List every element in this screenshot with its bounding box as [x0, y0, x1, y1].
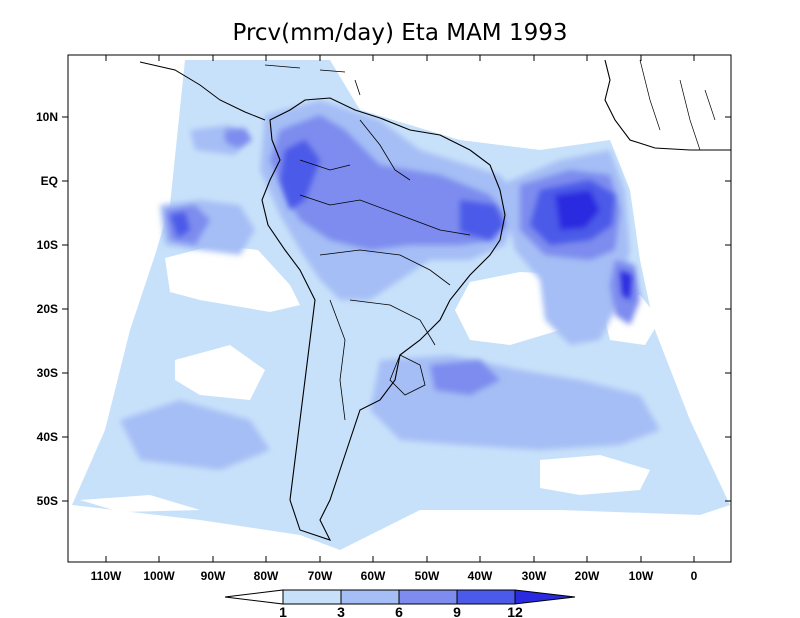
- lat-label: 20S: [37, 302, 58, 316]
- lat-label: 50S: [37, 494, 58, 508]
- lon-label: 90W: [201, 569, 226, 583]
- lat-label: 10N: [36, 110, 58, 124]
- colorbar-segment: [340, 589, 400, 605]
- lon-label: 80W: [254, 569, 279, 583]
- south-america-coastline: [261, 97, 506, 541]
- colorbar-label: 3: [337, 604, 345, 618]
- colorbar-min-triangle: [224, 589, 284, 605]
- lon-label: 0: [691, 569, 698, 583]
- lon-label: 70W: [308, 569, 333, 583]
- colorbar: 1 3 6 9 12: [224, 589, 576, 618]
- lat-label: 10S: [37, 238, 58, 252]
- lon-label: 40W: [468, 569, 493, 583]
- lat-label: EQ: [41, 174, 58, 188]
- lat-label: 30S: [37, 366, 58, 380]
- caribbean-islands: [264, 64, 361, 96]
- colorbar-label: 12: [507, 604, 523, 618]
- country-borders: [299, 119, 471, 421]
- africa-borders: [639, 59, 716, 151]
- lon-label: 30W: [522, 569, 547, 583]
- central-america-coastline: [139, 61, 266, 121]
- colorbar-segment: [282, 589, 342, 605]
- longitude-axis: 110W 100W 90W 80W 70W 60W 50W 40W 30W 20…: [91, 55, 698, 583]
- lon-label: 110W: [91, 569, 122, 583]
- lon-label: 20W: [575, 569, 600, 583]
- colorbar-label: 9: [453, 604, 461, 618]
- colorbar-segment: [398, 589, 458, 605]
- map-plot-area: [68, 55, 731, 562]
- latitude-axis: 10N EQ 10S 20S 30S 40S 50S: [36, 110, 731, 508]
- lon-label: 50W: [415, 569, 440, 583]
- lat-label: 40S: [37, 430, 58, 444]
- colorbar-segment: [456, 589, 516, 605]
- map-title: Prcv(mm/day) Eta MAM 1993: [232, 20, 567, 46]
- precip-very-high: [170, 140, 632, 300]
- lon-label: 100W: [143, 569, 175, 583]
- africa-coastline: [604, 59, 731, 151]
- colorbar-label: 6: [395, 604, 403, 618]
- colorbar-label: 1: [279, 604, 287, 618]
- lon-label: 60W: [361, 569, 386, 583]
- lon-label: 10W: [629, 569, 654, 583]
- colorbar-max-triangle: [514, 589, 576, 605]
